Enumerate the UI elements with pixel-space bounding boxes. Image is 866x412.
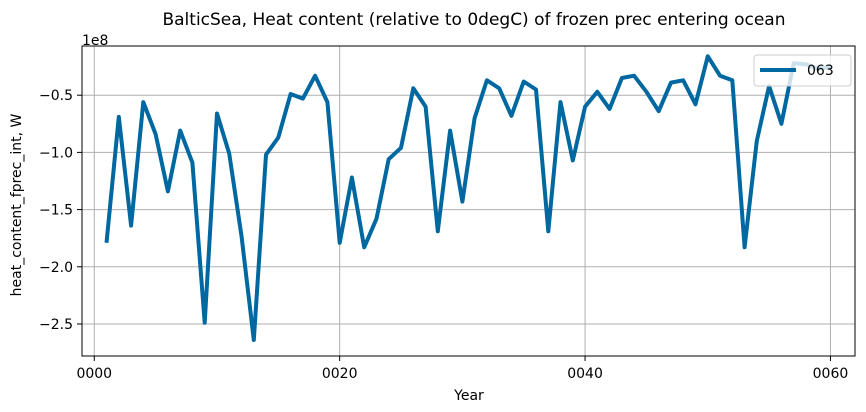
series-line-063 (104, 54, 831, 342)
y-tick-label: −1.0 (39, 145, 73, 161)
y-tick-label: −2.0 (39, 260, 73, 276)
legend-label-063: 063 (807, 63, 834, 79)
legend: 063 (753, 54, 852, 87)
y-axis-ticks: −2.5 −2.0 −1.5 −1.0 −0.5 (39, 88, 82, 333)
x-tick-label: 0040 (567, 366, 603, 382)
y-tick-label: −1.5 (39, 203, 73, 219)
x-axis-ticks: 0000 0020 0040 0060 (76, 356, 848, 382)
x-axis-label: Year (453, 388, 484, 404)
x-tick-label: 0000 (76, 366, 112, 382)
y-tick-label: −0.5 (39, 88, 73, 104)
chart-title: BalticSea, Heat content (relative to 0de… (162, 10, 785, 30)
legend-box (753, 54, 852, 87)
grid-lines (82, 46, 855, 356)
plot-frame (81, 45, 856, 357)
y-tick-label: −2.5 (39, 317, 73, 333)
x-tick-label: 0060 (813, 366, 849, 382)
series-layer (104, 54, 831, 342)
x-tick-label: 0020 (322, 366, 358, 382)
y-offset-text: 1e8 (82, 33, 108, 49)
y-axis-label: heat_content_fprec_int, W (9, 113, 25, 296)
